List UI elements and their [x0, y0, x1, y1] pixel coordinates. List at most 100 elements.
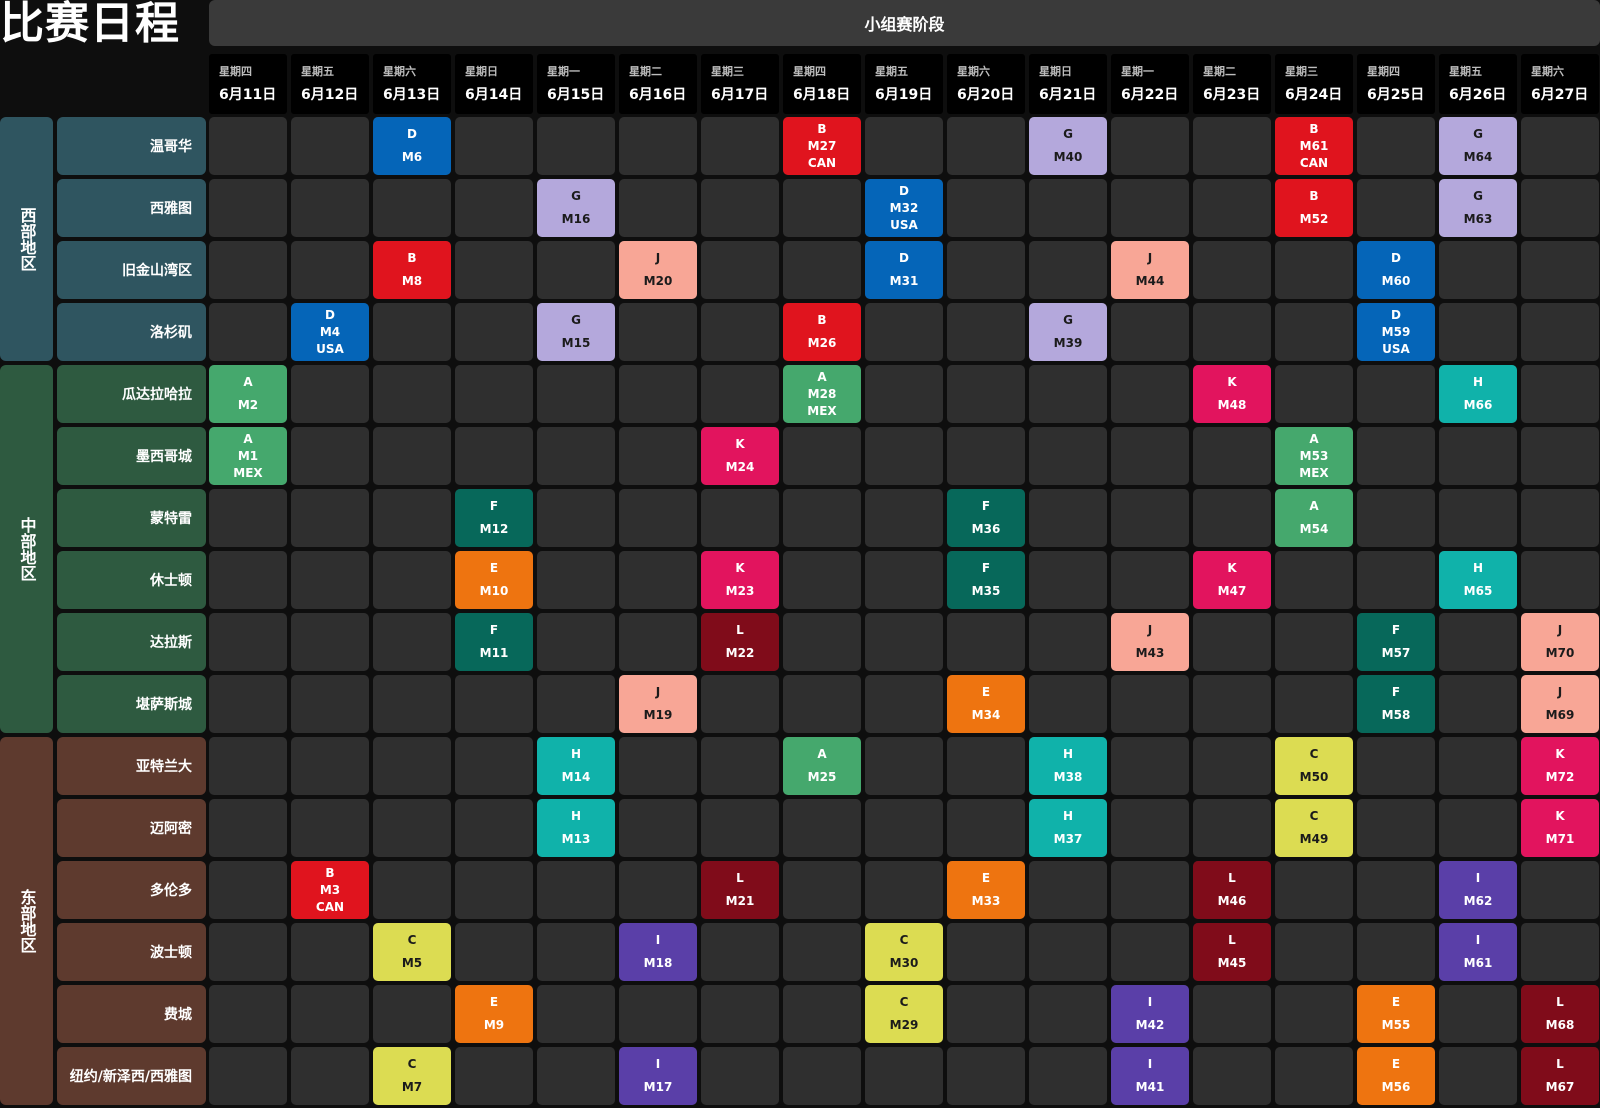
match-tile[interactable]: G M64	[1439, 117, 1517, 175]
match-tile[interactable]: F M57	[1357, 613, 1435, 671]
match-code: M71	[1545, 832, 1575, 847]
match-tile[interactable]: K M24	[701, 427, 779, 485]
match-tile[interactable]: H M38	[1029, 737, 1107, 795]
match-tile[interactable]: F M11	[455, 613, 533, 671]
match-tile[interactable]: B M3 CAN	[291, 861, 369, 919]
match-tile[interactable]: D M4 USA	[291, 303, 369, 361]
schedule-cell	[537, 1047, 615, 1105]
match-tile[interactable]: J M43	[1111, 613, 1189, 671]
match-tile[interactable]: H M14	[537, 737, 615, 795]
match-tile[interactable]: C M7	[373, 1047, 451, 1105]
match-tile[interactable]: H M65	[1439, 551, 1517, 609]
day-weekday: 星期二	[1203, 65, 1236, 78]
schedule-cell	[1275, 613, 1353, 671]
match-code: M43	[1135, 646, 1165, 661]
schedule-cell	[1029, 923, 1107, 981]
match-tile[interactable]: A M28 MEX	[783, 365, 861, 423]
match-tile[interactable]: C M49	[1275, 799, 1353, 857]
match-tile[interactable]: A M1 MEX	[209, 427, 287, 485]
match-tile[interactable]: C M29	[865, 985, 943, 1043]
match-group: K	[1555, 746, 1565, 761]
schedule-cell	[619, 365, 697, 423]
match-tile[interactable]: I M18	[619, 923, 697, 981]
schedule-cell	[865, 427, 943, 485]
match-tile[interactable]: G M15	[537, 303, 615, 361]
match-tile[interactable]: A M54	[1275, 489, 1353, 547]
match-tile[interactable]: K M47	[1193, 551, 1271, 609]
match-tile[interactable]: B M8	[373, 241, 451, 299]
match-tile[interactable]: J M19	[619, 675, 697, 733]
match-tile[interactable]: D M32 USA	[865, 179, 943, 237]
schedule-cell	[1357, 179, 1435, 237]
city-label: 温哥华	[57, 117, 206, 175]
match-tile[interactable]: K M72	[1521, 737, 1599, 795]
match-tile[interactable]: I M41	[1111, 1047, 1189, 1105]
match-tile[interactable]: K M48	[1193, 365, 1271, 423]
schedule-cell	[291, 923, 369, 981]
match-tile[interactable]: A M53 MEX	[1275, 427, 1353, 485]
match-tile[interactable]: G M16	[537, 179, 615, 237]
match-tile[interactable]: B M27 CAN	[783, 117, 861, 175]
schedule-cell	[1521, 365, 1599, 423]
match-tile[interactable]: D M6	[373, 117, 451, 175]
match-tile[interactable]: D M60	[1357, 241, 1435, 299]
match-tile[interactable]: H M13	[537, 799, 615, 857]
match-tile[interactable]: F M35	[947, 551, 1025, 609]
match-tile[interactable]: C M50	[1275, 737, 1353, 795]
match-tile[interactable]: E M10	[455, 551, 533, 609]
match-tile[interactable]: H M37	[1029, 799, 1107, 857]
match-tile[interactable]: A M25	[783, 737, 861, 795]
match-tile[interactable]: I M42	[1111, 985, 1189, 1043]
match-group: I	[1147, 994, 1153, 1009]
match-tile[interactable]: C M30	[865, 923, 943, 981]
match-tile[interactable]: B M52	[1275, 179, 1353, 237]
schedule-cell	[1521, 241, 1599, 299]
match-group: K	[1227, 374, 1237, 389]
match-tile[interactable]: J M20	[619, 241, 697, 299]
match-tile[interactable]: G M40	[1029, 117, 1107, 175]
match-tile[interactable]: H M66	[1439, 365, 1517, 423]
schedule-cell	[209, 179, 287, 237]
match-tile[interactable]: G M39	[1029, 303, 1107, 361]
schedule-cell	[1521, 551, 1599, 609]
match-tile[interactable]: C M5	[373, 923, 451, 981]
match-tile[interactable]: K M23	[701, 551, 779, 609]
match-tile[interactable]: L M68	[1521, 985, 1599, 1043]
schedule-cell	[1357, 427, 1435, 485]
match-tile[interactable]: E M34	[947, 675, 1025, 733]
match-code: M14	[561, 770, 591, 785]
match-tile[interactable]: L M46	[1193, 861, 1271, 919]
match-tile[interactable]: J M70	[1521, 613, 1599, 671]
match-tile[interactable]: E M33	[947, 861, 1025, 919]
match-tile[interactable]: A M2	[209, 365, 287, 423]
match-tile[interactable]: E M55	[1357, 985, 1435, 1043]
city-label: 蒙特雷	[57, 489, 206, 547]
schedule-cell	[537, 985, 615, 1043]
match-tile[interactable]: F M12	[455, 489, 533, 547]
match-tile[interactable]: J M69	[1521, 675, 1599, 733]
match-tile[interactable]: L M22	[701, 613, 779, 671]
match-tile[interactable]: F M36	[947, 489, 1025, 547]
match-tile[interactable]: L M67	[1521, 1047, 1599, 1105]
schedule-cell	[1521, 923, 1599, 981]
match-tile[interactable]: B M26	[783, 303, 861, 361]
day-header: 星期日 6月14日	[455, 54, 533, 114]
match-tile[interactable]: E M9	[455, 985, 533, 1043]
match-tile[interactable]: I M17	[619, 1047, 697, 1105]
match-tile[interactable]: L M45	[1193, 923, 1271, 981]
match-tile[interactable]: I M62	[1439, 861, 1517, 919]
match-tile[interactable]: D M31	[865, 241, 943, 299]
schedule-cell	[1439, 241, 1517, 299]
match-tile[interactable]: F M58	[1357, 675, 1435, 733]
match-code: M46	[1217, 894, 1247, 909]
match-code: M12	[479, 522, 509, 537]
match-tile[interactable]: D M59 USA	[1357, 303, 1435, 361]
match-tile[interactable]: B M61 CAN	[1275, 117, 1353, 175]
match-tile[interactable]: I M61	[1439, 923, 1517, 981]
match-tile[interactable]: J M44	[1111, 241, 1189, 299]
match-tile[interactable]: G M63	[1439, 179, 1517, 237]
match-tile[interactable]: K M71	[1521, 799, 1599, 857]
match-tile[interactable]: E M56	[1357, 1047, 1435, 1105]
match-code: M21	[725, 894, 755, 909]
match-tile[interactable]: L M21	[701, 861, 779, 919]
